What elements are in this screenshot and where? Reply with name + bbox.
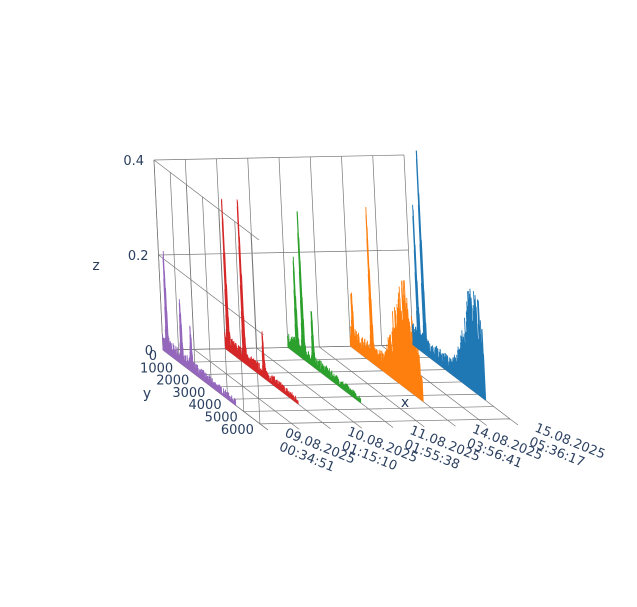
y-axis-label: y xyxy=(143,386,151,402)
y-gridline xyxy=(250,233,261,424)
y-tick-label: 2000 xyxy=(156,374,189,389)
y-gridline xyxy=(218,209,228,400)
z-tick-label: 0.2 xyxy=(128,249,149,264)
series-trace xyxy=(349,206,424,402)
y-gridline xyxy=(234,221,245,412)
z-gridline xyxy=(153,159,260,241)
y-tick-label: 1000 xyxy=(140,361,173,376)
series-trace xyxy=(287,211,362,403)
z-tick-label: 0 xyxy=(145,344,153,359)
z-axis-label: z xyxy=(92,258,99,274)
y-gridline xyxy=(169,172,180,363)
y-gridline xyxy=(153,159,164,351)
x-gridline xyxy=(194,349,300,430)
series-trace xyxy=(162,250,237,406)
series-trace xyxy=(220,198,299,405)
trace-layer xyxy=(162,150,487,406)
z-gridline xyxy=(153,154,405,161)
z-gridline xyxy=(158,254,264,336)
y-tick-label: 6000 xyxy=(221,423,254,438)
y-tick-label: 4000 xyxy=(189,398,222,413)
x-gridline xyxy=(319,346,425,428)
label-layer: 00.20.4z0100020003000400050006000y09.08.… xyxy=(92,154,607,477)
y-tick-label: 3000 xyxy=(172,386,205,401)
y-gridline xyxy=(202,196,212,387)
grid-layer xyxy=(153,154,519,431)
x-gridline xyxy=(256,347,362,429)
y-tick-label: 0 xyxy=(149,349,157,364)
x-tick-label: 15.08.202505:36:17 xyxy=(527,421,607,477)
y-tick-label: 5000 xyxy=(205,411,238,426)
z-gridline xyxy=(158,249,409,256)
y-gridline xyxy=(185,184,196,375)
series-trace xyxy=(411,150,487,401)
z-tick-label: 0.4 xyxy=(123,154,144,169)
x-axis-label: x xyxy=(401,395,409,411)
